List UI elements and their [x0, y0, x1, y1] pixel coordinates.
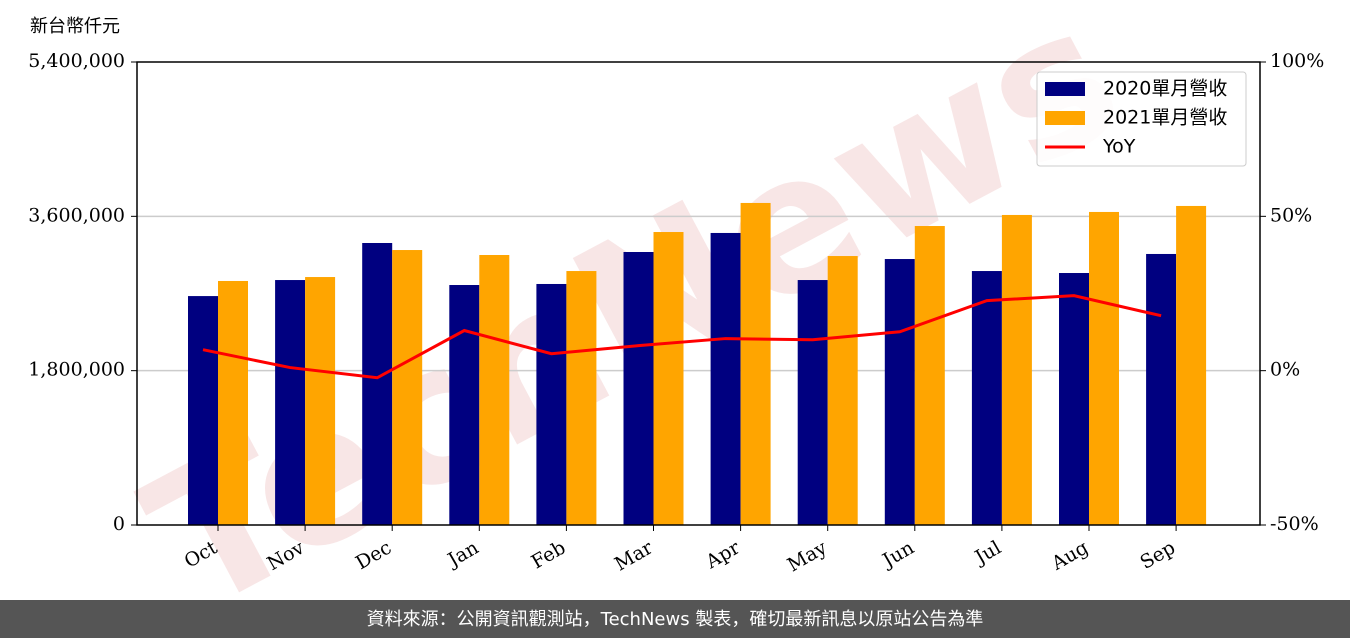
x-tick-label: Apr	[701, 536, 744, 573]
x-tick-label: Jun	[877, 537, 918, 573]
legend-swatch	[1045, 82, 1085, 96]
plot-frame	[136, 61, 1261, 526]
bar	[1176, 205, 1207, 525]
legend-label: 2021單月營收	[1103, 107, 1227, 129]
legend-box	[1036, 71, 1247, 167]
bar	[623, 252, 654, 526]
bar	[566, 271, 597, 525]
bar	[653, 232, 684, 525]
legend-label: YoY	[1102, 136, 1136, 158]
bar	[1146, 253, 1177, 526]
y2-tick-label: 50%	[1270, 204, 1312, 226]
y-tick-label: 0	[113, 513, 125, 535]
legend-swatch	[1045, 111, 1085, 125]
bar	[218, 280, 248, 525]
x-tick-label: Sep	[1137, 537, 1180, 574]
y2-tick-label: 100%	[1270, 50, 1324, 72]
y-tick-label: 5,400,000	[28, 50, 125, 72]
y2-tick-label: -50%	[1270, 513, 1319, 535]
x-tick-label: May	[784, 536, 831, 576]
footer: 資料來源：公開資訊觀測站，TechNews 製表，確切最新訊息以原站公告為準	[367, 609, 984, 630]
bar	[884, 259, 915, 525]
bar	[449, 285, 480, 525]
bar	[971, 271, 1002, 525]
line	[202, 294, 1162, 380]
bar	[305, 277, 336, 525]
bar	[479, 255, 510, 525]
bar	[740, 202, 771, 526]
y-tick-label: 1,800,000	[28, 359, 125, 381]
bar	[188, 296, 218, 525]
x-tick-label: Feb	[528, 537, 570, 574]
bar	[392, 250, 423, 525]
y2-tick-label: 0%	[1270, 359, 1300, 381]
legend-label: 2020單月營收	[1103, 78, 1227, 100]
x-tick-label: Jul	[970, 537, 1005, 570]
bar	[797, 280, 828, 525]
x-tick-label: Aug	[1047, 537, 1092, 576]
bar	[275, 280, 306, 525]
bar	[1001, 214, 1032, 525]
bar	[827, 256, 858, 525]
bar	[914, 226, 945, 525]
bar	[710, 232, 741, 525]
bar	[1089, 211, 1119, 525]
x-tick-label: Mar	[611, 536, 657, 575]
bar	[536, 283, 567, 525]
bar	[1059, 273, 1089, 525]
y-tick-label: 3,600,000	[28, 204, 125, 226]
y-axis-label: 新台幣仟元	[30, 16, 120, 37]
bar	[362, 242, 393, 525]
footer-band	[0, 600, 1350, 638]
x-tick-label: Jan	[443, 537, 483, 573]
